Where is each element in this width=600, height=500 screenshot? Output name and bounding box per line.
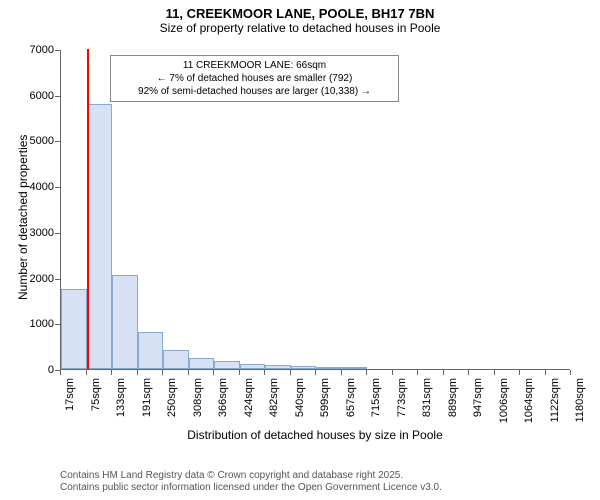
- chart-title-main: 11, CREEKMOOR LANE, POOLE, BH17 7BN: [0, 6, 600, 21]
- histogram-bar: [291, 366, 317, 369]
- y-tick-mark: [55, 50, 60, 51]
- info-box-line-2: ← 7% of detached houses are smaller (792…: [117, 72, 392, 85]
- x-tick-mark: [417, 370, 418, 375]
- histogram-bar: [214, 361, 240, 369]
- x-tick-label: 657sqm: [345, 378, 357, 432]
- x-tick-mark: [60, 370, 61, 375]
- x-tick-label: 1064sqm: [523, 378, 535, 432]
- histogram-bar: [61, 289, 87, 369]
- x-tick-mark: [290, 370, 291, 375]
- histogram-bar: [265, 365, 291, 369]
- x-tick-mark: [545, 370, 546, 375]
- histogram-bar: [138, 332, 164, 369]
- x-tick-label: 75sqm: [90, 378, 102, 432]
- y-tick-mark: [55, 187, 60, 188]
- x-tick-mark: [162, 370, 163, 375]
- y-tick-label: 0: [20, 364, 54, 376]
- x-tick-label: 773sqm: [396, 378, 408, 432]
- y-tick-label: 7000: [20, 44, 54, 56]
- histogram-bar: [240, 364, 266, 369]
- x-tick-mark: [494, 370, 495, 375]
- histogram-bar: [87, 104, 113, 369]
- property-marker-line: [87, 49, 89, 369]
- y-tick-mark: [55, 233, 60, 234]
- x-tick-mark: [188, 370, 189, 375]
- x-tick-mark: [570, 370, 571, 375]
- x-tick-mark: [213, 370, 214, 375]
- y-tick-mark: [55, 324, 60, 325]
- x-tick-mark: [111, 370, 112, 375]
- x-tick-label: 482sqm: [268, 378, 280, 432]
- y-tick-mark: [55, 96, 60, 97]
- info-box-line-3: 92% of semi-detached houses are larger (…: [117, 85, 392, 98]
- x-tick-label: 1122sqm: [549, 378, 561, 432]
- histogram-bar: [112, 275, 138, 369]
- footer-line1: Contains HM Land Registry data © Crown c…: [60, 470, 442, 482]
- x-tick-label: 1006sqm: [498, 378, 510, 432]
- x-tick-mark: [137, 370, 138, 375]
- footer-line2: Contains public sector information licen…: [60, 482, 442, 494]
- x-tick-label: 424sqm: [243, 378, 255, 432]
- chart-title-block: 11, CREEKMOOR LANE, POOLE, BH17 7BN Size…: [0, 0, 600, 35]
- x-tick-label: 133sqm: [115, 378, 127, 432]
- x-tick-label: 1180sqm: [574, 378, 586, 432]
- property-info-box: 11 CREEKMOOR LANE: 66sqm← 7% of detached…: [110, 55, 399, 102]
- y-tick-label: 5000: [20, 135, 54, 147]
- x-tick-mark: [366, 370, 367, 375]
- y-tick-label: 2000: [20, 273, 54, 285]
- x-tick-mark: [264, 370, 265, 375]
- histogram-bar: [342, 367, 368, 369]
- y-tick-label: 4000: [20, 181, 54, 193]
- y-tick-label: 1000: [20, 318, 54, 330]
- footer-attribution: Contains HM Land Registry data © Crown c…: [60, 470, 442, 494]
- x-tick-label: 250sqm: [166, 378, 178, 432]
- x-tick-label: 599sqm: [319, 378, 331, 432]
- histogram-bar: [189, 358, 215, 369]
- x-tick-mark: [468, 370, 469, 375]
- x-tick-label: 540sqm: [294, 378, 306, 432]
- x-tick-mark: [86, 370, 87, 375]
- y-tick-mark: [55, 141, 60, 142]
- x-tick-mark: [239, 370, 240, 375]
- x-tick-mark: [341, 370, 342, 375]
- histogram-bar: [316, 367, 342, 369]
- chart-title-sub: Size of property relative to detached ho…: [0, 21, 600, 35]
- x-tick-mark: [443, 370, 444, 375]
- histogram-bar: [163, 350, 189, 369]
- x-tick-label: 831sqm: [421, 378, 433, 432]
- x-tick-label: 947sqm: [472, 378, 484, 432]
- x-tick-label: 889sqm: [447, 378, 459, 432]
- x-tick-mark: [392, 370, 393, 375]
- x-tick-label: 191sqm: [141, 378, 153, 432]
- x-tick-mark: [519, 370, 520, 375]
- x-axis-label: Distribution of detached houses by size …: [60, 428, 570, 442]
- x-tick-label: 715sqm: [370, 378, 382, 432]
- y-tick-label: 6000: [20, 90, 54, 102]
- x-tick-mark: [315, 370, 316, 375]
- y-tick-label: 3000: [20, 227, 54, 239]
- y-tick-mark: [55, 279, 60, 280]
- x-tick-label: 366sqm: [217, 378, 229, 432]
- x-tick-label: 17sqm: [64, 378, 76, 432]
- info-box-line-1: 11 CREEKMOOR LANE: 66sqm: [117, 59, 392, 72]
- x-tick-label: 308sqm: [192, 378, 204, 432]
